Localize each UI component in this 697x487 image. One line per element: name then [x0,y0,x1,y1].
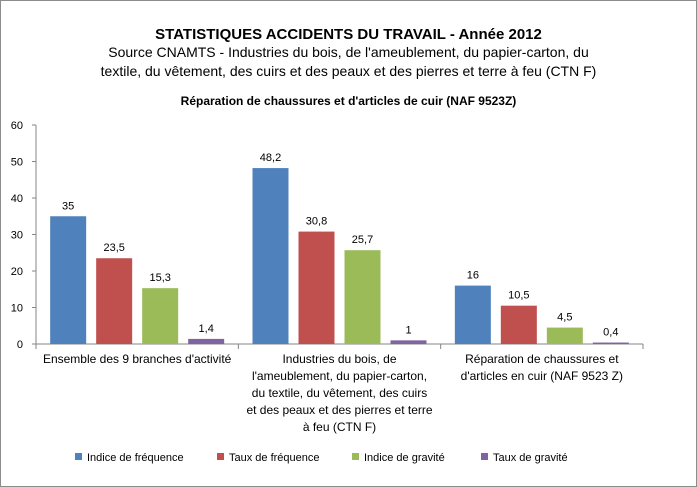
data-label: 35 [62,200,74,212]
category-label-line: à feu (CTN F) [302,420,377,434]
bar [252,168,289,344]
bar [50,216,87,344]
bar [500,305,537,344]
bar [390,340,427,344]
category-label-line: d'articles en cuir (NAF 9523 Z) [460,369,623,383]
legend-swatch [75,453,82,460]
bar [96,258,133,344]
data-label: 1,4 [199,323,214,335]
data-label: 48,2 [260,152,281,164]
legend-swatch [217,453,224,460]
category-label-line: Industries du bois, de [282,352,397,366]
y-tick-label: 0 [17,339,23,351]
bar [298,231,335,344]
legend-label: Indice de fréquence [87,452,184,464]
legend-label: Taux de gravité [493,452,568,464]
category-label-line: et des peaux et des pierres et terre [246,403,433,417]
legend-item: Taux de fréquence [217,452,320,464]
data-label: 30,8 [306,216,327,228]
legend-label: Indice de gravité [364,452,445,464]
bar [546,327,583,344]
legend-item: Indice de gravité [352,452,445,464]
legend-label: Taux de fréquence [229,452,320,464]
data-label: 15,3 [149,272,170,284]
category-label-line: Réparation de chaussures et [465,352,619,366]
y-tick-label: 60 [11,120,23,132]
data-label: 1 [405,324,411,336]
legend-item: Taux de gravité [481,452,568,464]
category-label-line: l'ameublement, du papier-carton, [251,369,428,383]
bar [188,338,225,344]
data-label: 0,4 [603,327,618,339]
chart-subtitle-line-2: textile, du vêtement, des cuirs et des p… [100,63,597,79]
legend: Indice de fréquence Taux de fréquence Indi… [0,452,697,472]
category-label-line: du textile, du vêtement, des cuirs [251,386,428,400]
data-label: 25,7 [352,234,373,246]
data-label: 10,5 [508,290,529,302]
legend-item: Indice de fréquence [75,452,184,464]
bar [142,288,179,344]
bar [344,250,381,344]
data-label: 4,5 [557,312,572,324]
data-label: 23,5 [103,242,124,254]
bar [454,285,491,344]
y-tick-label: 30 [11,230,23,242]
legend-swatch [481,453,488,460]
legend-swatch [352,453,359,460]
category-label: Ensemble des 9 branches d'activité [32,351,242,368]
data-label: 16 [467,270,479,282]
y-tick-label: 20 [11,266,23,278]
category-label-line: Ensemble des 9 branches d'activité [42,352,232,366]
chart-subtitle-line-3: Réparation de chaussures et d'articles d… [180,94,517,108]
y-tick-label: 10 [11,303,23,315]
y-tick-label: 40 [11,193,23,205]
category-label: Réparation de chaussures et d'articles en… [437,351,647,385]
chart-subtitle-line-1: Source CNAMTS - Industries du bois, de l… [108,44,589,60]
bar [592,342,629,344]
chart-title: STATISTIQUES ACCIDENTS DU TRAVAIL - Anné… [155,26,542,43]
category-label: Industries du bois, de l'ameublement, du … [235,351,445,436]
y-tick-label: 50 [11,157,23,169]
